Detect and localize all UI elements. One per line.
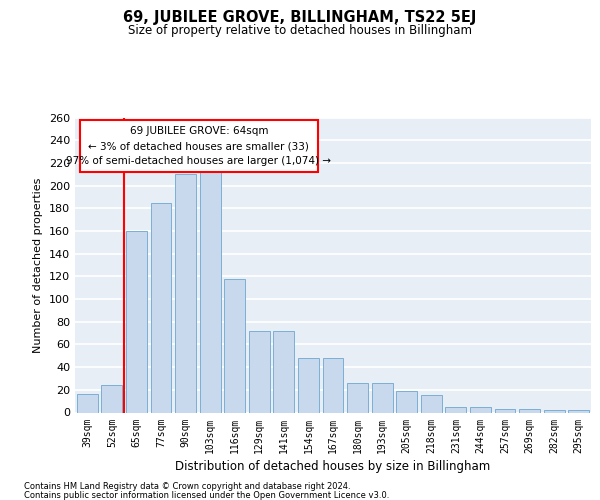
Bar [323,358,343,412]
Bar [77,394,98,412]
X-axis label: Distribution of detached houses by size in Billingham: Distribution of detached houses by size … [175,460,491,472]
Text: Contains public sector information licensed under the Open Government Licence v3: Contains public sector information licen… [24,490,389,500]
Bar [421,396,442,412]
Bar [126,231,147,412]
Bar [494,409,515,412]
Text: 69 JUBILEE GROVE: 64sqm
← 3% of detached houses are smaller (33)
97% of semi-det: 69 JUBILEE GROVE: 64sqm ← 3% of detached… [67,126,331,166]
Bar [151,202,172,412]
Bar [519,409,540,412]
Text: 69, JUBILEE GROVE, BILLINGHAM, TS22 5EJ: 69, JUBILEE GROVE, BILLINGHAM, TS22 5EJ [124,10,476,25]
Bar [470,407,491,412]
Bar [371,383,392,412]
Bar [396,391,417,412]
Bar [298,358,319,412]
Text: Contains HM Land Registry data © Crown copyright and database right 2024.: Contains HM Land Registry data © Crown c… [24,482,350,491]
Bar [224,278,245,412]
Y-axis label: Number of detached properties: Number of detached properties [34,178,43,352]
FancyBboxPatch shape [80,120,317,172]
Bar [568,410,589,412]
Bar [347,383,368,412]
Bar [274,331,295,412]
Bar [200,168,221,412]
Text: Size of property relative to detached houses in Billingham: Size of property relative to detached ho… [128,24,472,37]
Bar [101,386,122,412]
Bar [544,410,565,412]
Bar [175,174,196,412]
Bar [445,407,466,412]
Bar [249,331,270,412]
